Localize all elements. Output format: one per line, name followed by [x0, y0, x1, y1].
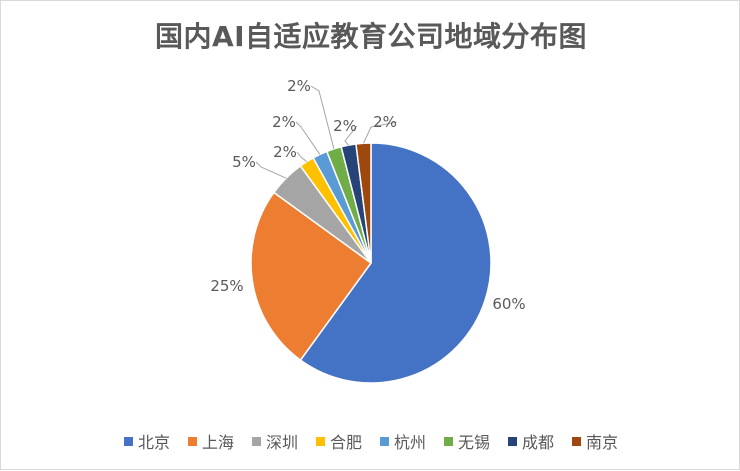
- legend-item-2: 上海: [187, 429, 234, 453]
- legend-swatch: [251, 436, 261, 446]
- leader-line-7: [344, 125, 358, 146]
- data-label-1: 60%: [492, 295, 525, 313]
- data-label-8: 2%: [373, 113, 397, 131]
- leader-line-8: [363, 121, 398, 144]
- legend-swatch: [444, 436, 454, 446]
- legend-swatch: [187, 436, 197, 446]
- legend-swatch: [572, 436, 582, 446]
- legend-label: 成都: [522, 433, 555, 452]
- legend-label: 杭州: [394, 433, 427, 452]
- legend-swatch: [380, 436, 389, 446]
- legend-item-6: 无锡: [444, 429, 490, 453]
- legend-item-3: 深圳: [251, 429, 298, 453]
- leader-line-6: [310, 85, 335, 149]
- chart-legend: 北京 上海 深圳 合肥 杭州 无锡 成都 南京: [1, 429, 740, 453]
- legend-swatch: [315, 436, 325, 446]
- legend-label: 深圳: [265, 433, 298, 452]
- data-label-2: 25%: [210, 277, 243, 295]
- legend-label: 南京: [586, 433, 619, 452]
- legend-label: 上海: [201, 433, 234, 452]
- legend-item-8: 南京: [572, 429, 618, 453]
- legend-label: 合肥: [329, 433, 362, 452]
- legend-item-7: 成都: [508, 429, 554, 453]
- data-label-7: 2%: [333, 117, 357, 135]
- leader-line-3: [255, 161, 287, 179]
- legend-item-4: 合肥: [315, 429, 362, 453]
- legend-swatch: [123, 436, 133, 446]
- data-label-3: 5%: [232, 153, 256, 171]
- data-label-6: 2%: [287, 77, 311, 95]
- data-label-5: 2%: [272, 113, 296, 131]
- legend-item-5: 杭州: [380, 429, 426, 453]
- data-label-4: 2%: [273, 143, 297, 161]
- pie-slice-1: [299, 142, 492, 384]
- legend-label: 北京: [137, 433, 170, 452]
- leader-line-5: [295, 121, 321, 155]
- pie-slice-2: [250, 191, 373, 362]
- legend-label: 无锡: [458, 433, 491, 452]
- legend-swatch: [508, 436, 518, 446]
- chart-title: 国内AI自适应教育公司地域分布图: [154, 20, 588, 53]
- leader-line-4: [296, 151, 308, 163]
- legend-item-1: 北京: [123, 429, 170, 453]
